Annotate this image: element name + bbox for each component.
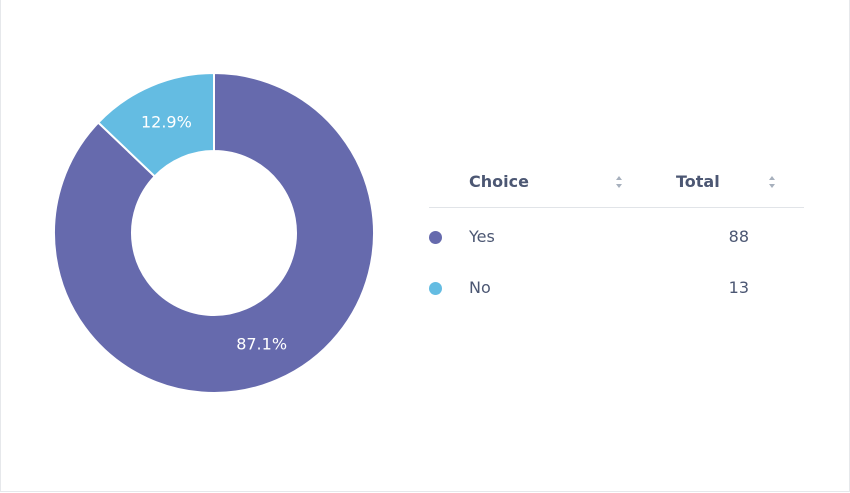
slice-label-yes: 87.1%: [236, 335, 287, 354]
slice-label-no: 12.9%: [141, 112, 192, 131]
legend-label-yes: Yes: [469, 227, 495, 246]
legend-value-yes: 88: [728, 227, 749, 246]
legend-value-no: 13: [728, 278, 749, 297]
sort-icon[interactable]: [615, 175, 623, 189]
donut-slice-no[interactable]: [96, 71, 215, 178]
donut-slice-yes[interactable]: [53, 71, 375, 394]
legend-label-no: No: [469, 278, 491, 297]
column-header-choice[interactable]: Choice: [469, 172, 529, 191]
donut-chart: 87.1% 12.9%: [53, 71, 375, 394]
legend-row-no[interactable]: No 13: [429, 261, 804, 312]
column-header-total[interactable]: Total: [676, 172, 720, 191]
sort-icon[interactable]: [768, 175, 776, 189]
legend-dot-no: [429, 282, 442, 295]
legend-table: Choice Total Yes 88 No 13: [429, 159, 804, 312]
legend-header: Choice Total: [429, 159, 804, 208]
legend-dot-yes: [429, 231, 442, 244]
legend-row-yes[interactable]: Yes 88: [429, 210, 804, 261]
